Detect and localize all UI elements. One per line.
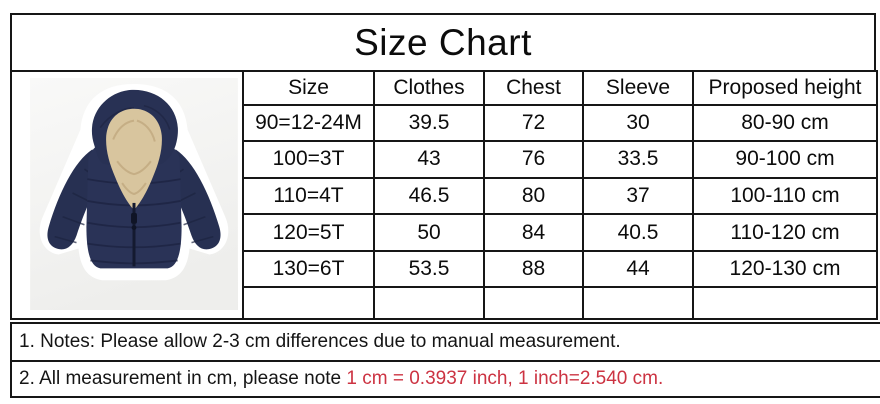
height-cell: 100-110 cm [692, 176, 878, 216]
col-header-chest: Chest [483, 70, 584, 106]
clothes-cell: 39.5 [373, 103, 485, 143]
empty-cell [483, 286, 584, 320]
sleeve-cell: 30 [582, 103, 694, 143]
sleeve-cell: 44 [582, 249, 694, 289]
chest-cell: 76 [483, 140, 584, 179]
table-row: 130=6T 53.5 88 44 120-130 cm [11, 249, 878, 289]
note-2: 2. All measurement in cm, please note 1 … [10, 360, 880, 398]
chest-cell: 72 [483, 103, 584, 143]
sleeve-cell: 37 [582, 176, 694, 216]
sleeve-cell: 40.5 [582, 213, 694, 252]
empty-cell [582, 286, 694, 320]
empty-table-row [11, 286, 878, 320]
size-chart-table: Size Clothes Chest Sleeve Proposed heigh… [10, 70, 878, 320]
title-box: Size Chart [10, 13, 876, 72]
clothes-cell: 43 [373, 140, 485, 179]
chest-cell: 80 [483, 176, 584, 216]
note-1-text: 1. Notes: Please allow 2-3 cm difference… [19, 331, 621, 352]
height-cell: 120-130 cm [692, 249, 878, 289]
clothes-cell: 53.5 [373, 249, 485, 289]
col-header-proposed-height: Proposed height [692, 70, 878, 106]
table-row: 100=3T 43 76 33.5 90-100 cm [11, 140, 878, 179]
size-cell: 130=6T [242, 249, 375, 289]
page-title: Size Chart [354, 21, 532, 63]
product-photo [30, 78, 238, 310]
empty-cell [373, 286, 485, 320]
size-cell: 90=12-24M [242, 103, 375, 143]
height-cell: 90-100 cm [692, 140, 878, 179]
size-cell: 100=3T [242, 140, 375, 179]
empty-cell [242, 286, 375, 320]
col-header-sleeve: Sleeve [582, 70, 694, 106]
col-header-size: Size [242, 70, 375, 106]
note-1: 1. Notes: Please allow 2-3 cm difference… [10, 322, 880, 362]
size-cell: 110=4T [242, 176, 375, 216]
table-row: 90=12-24M 39.5 72 30 80-90 cm [11, 103, 878, 143]
empty-cell [692, 286, 878, 320]
sleeve-cell: 33.5 [582, 140, 694, 179]
clothes-cell: 46.5 [373, 176, 485, 216]
chest-cell: 88 [483, 249, 584, 289]
clothes-cell: 50 [373, 213, 485, 252]
table-row: 120=5T 50 84 40.5 110-120 cm [11, 213, 878, 252]
chest-cell: 84 [483, 213, 584, 252]
table-row: 110=4T 46.5 80 37 100-110 cm [11, 176, 878, 216]
size-cell: 120=5T [242, 213, 375, 252]
height-cell: 110-120 cm [692, 213, 878, 252]
col-header-clothes: Clothes [373, 70, 485, 106]
note-2-conversion-text: 1 cm = 0.3937 inch, 1 inch=2.540 cm. [346, 368, 664, 389]
height-cell: 80-90 cm [692, 103, 878, 143]
note-2-text: 2. All measurement in cm, please note [19, 368, 347, 389]
jacket-illustration [30, 78, 238, 310]
product-photo-cell [10, 70, 244, 320]
